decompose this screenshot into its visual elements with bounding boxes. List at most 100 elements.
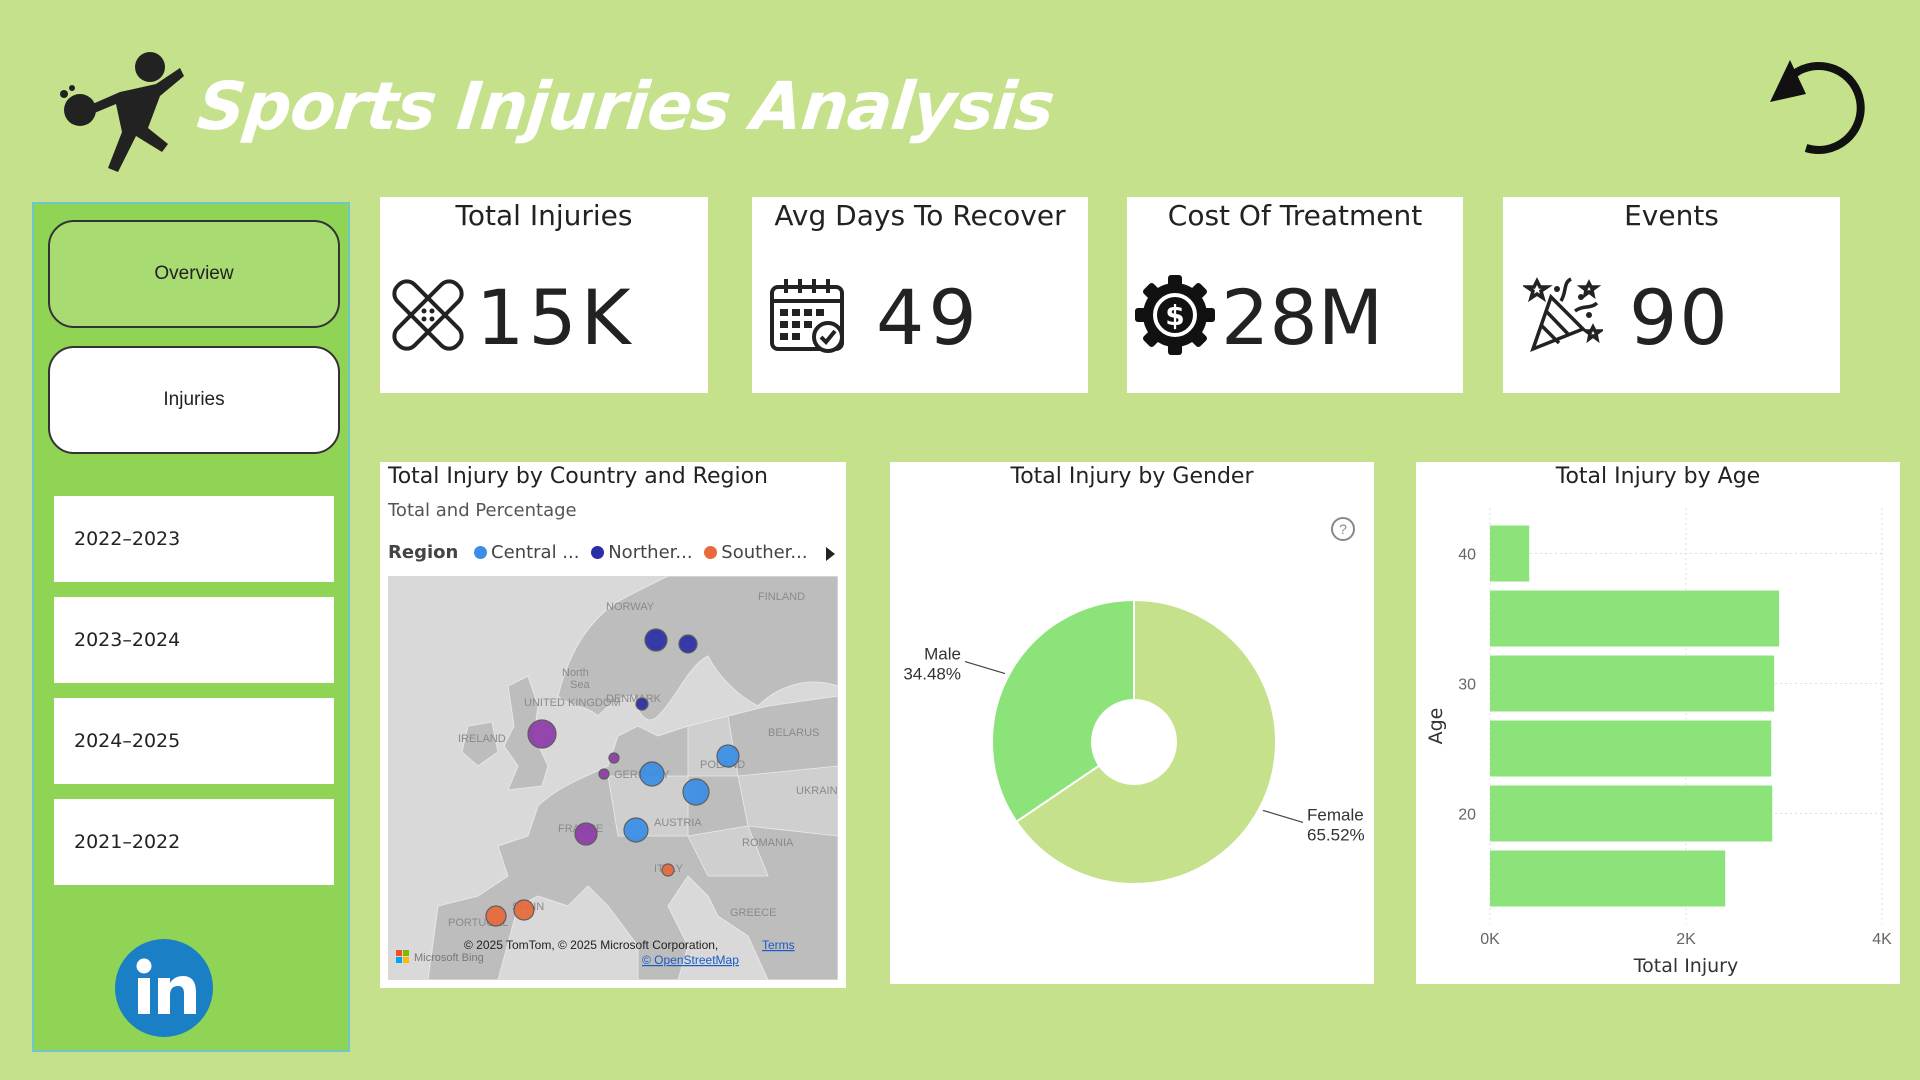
kpi-title: Avg Days To Recover: [774, 199, 1066, 232]
age-bar-20[interactable]: [1490, 785, 1773, 842]
dashboard-title: Sports Injuries Analysis: [193, 68, 1058, 145]
terms-link[interactable]: Terms: [762, 938, 795, 952]
legend-item-northern[interactable]: Norther...: [591, 542, 693, 563]
age-bar-40[interactable]: [1490, 525, 1530, 582]
reset-icon[interactable]: [1762, 52, 1874, 156]
kpi-value: 90: [1629, 273, 1730, 362]
age-bar-chart[interactable]: 0K 2K 4K 40 30 20 Total Injury Age: [1416, 462, 1900, 984]
europe-map[interactable]: FINLAND NORWAY North Sea DENMARK UNITED …: [388, 576, 838, 980]
map-bubble: [608, 752, 620, 764]
kpi-title: Cost Of Treatment: [1167, 199, 1423, 232]
legend-next-arrow-icon[interactable]: [824, 546, 836, 562]
bing-label: Microsoft Bing: [414, 952, 484, 964]
map-legend: Region Central ... Norther... Souther...: [388, 542, 808, 563]
kpi-title: Events: [1624, 199, 1719, 232]
age-bar-25[interactable]: [1490, 720, 1772, 777]
map-label-ireland: IRELAND: [458, 733, 506, 745]
x-tick-label: 4K: [1872, 931, 1892, 948]
kpi-value: 15K: [476, 273, 635, 362]
ireland-land: [461, 721, 499, 767]
map-bubble: [485, 905, 507, 927]
season-2021-2022-button[interactable]: 2021–2022: [54, 799, 334, 885]
map-label-greece: GREECE: [730, 907, 776, 919]
season-2023-2024-button[interactable]: 2023–2024: [54, 597, 334, 683]
map-bubble: [513, 899, 535, 921]
y-tick-label: 30: [1458, 677, 1476, 694]
pie-pct-male: 34.48%: [903, 665, 961, 684]
x-tick-label: 0K: [1480, 931, 1500, 948]
season-2024-2025-button[interactable]: 2024–2025: [54, 698, 334, 784]
map-label-north-sea-2: Sea: [570, 679, 590, 691]
y-tick-label: 40: [1458, 547, 1476, 564]
pie-slice-female[interactable]: [1015, 598, 1277, 885]
map-bubble: [661, 863, 675, 877]
svg-text:?: ?: [1339, 521, 1347, 537]
party-popper-icon: [1523, 277, 1603, 353]
scandinavia-land: [557, 576, 838, 721]
pie-leader-line-female: [1262, 809, 1304, 823]
bandage-icon: [392, 279, 464, 351]
gender-title: Total Injury by Gender: [1010, 464, 1254, 489]
map-bubble: [682, 778, 710, 806]
map-subtitle: Total and Percentage: [388, 500, 577, 521]
athlete-kick-icon: [60, 52, 184, 172]
calendar-check-icon: [770, 279, 844, 353]
map-bubble: [527, 719, 557, 749]
map-bubble: [574, 822, 598, 846]
map-bubble: [678, 634, 698, 654]
age-bar-30[interactable]: [1490, 655, 1775, 712]
map-label-romania: ROMANIA: [742, 837, 794, 849]
osm-link[interactable]: © OpenStreetMap: [642, 953, 739, 967]
pie-slice-male[interactable]: [991, 598, 1135, 824]
sidebar: Overview Injuries 2022–2023 2023–2024 20…: [32, 202, 350, 1052]
map-bubble: [598, 768, 610, 780]
kpi-total-injuries: Total Injuries 15K: [380, 197, 708, 393]
map-panel: Total Injury by Country and Region Total…: [380, 462, 846, 988]
legend-item-southern[interactable]: Souther...: [704, 542, 808, 563]
svg-text:$: $: [1165, 299, 1184, 332]
age-panel: Total Injury by Age 0K 2K 4K 40 30 20 Total In…: [1416, 462, 1900, 984]
y-axis-title: Age: [1425, 708, 1447, 745]
map-label-norway: NORWAY: [606, 601, 655, 613]
linkedin-icon[interactable]: [114, 938, 214, 1038]
y-tick-label: 20: [1458, 807, 1476, 824]
season-2022-2023-button[interactable]: 2022–2023: [54, 496, 334, 582]
kpi-events: Events 90: [1503, 197, 1840, 393]
map-label-finland: FINLAND: [758, 591, 805, 603]
map-bubble: [639, 761, 665, 787]
map-bubble: [644, 628, 668, 652]
map-label-north-sea-1: North: [562, 667, 589, 679]
map-bubble: [623, 817, 649, 843]
map-label-austria: AUSTRIA: [654, 817, 702, 829]
map-attribution: © 2025 TomTom, © 2025 Microsoft Corporat…: [464, 938, 718, 952]
nav-injuries-button[interactable]: Injuries: [48, 346, 340, 454]
nav-overview-button[interactable]: Overview: [48, 220, 340, 328]
help-icon[interactable]: ?: [1330, 516, 1356, 542]
pie-leader-line-male: [964, 661, 1006, 675]
x-tick-label: 2K: [1676, 931, 1696, 948]
map-bubble: [716, 744, 740, 768]
map-title: Total Injury by Country and Region: [388, 464, 768, 489]
legend-item-central[interactable]: Central ...: [474, 542, 579, 563]
map-label-uk: UNITED KINGDOM: [524, 697, 621, 709]
map-label-belarus: BELARUS: [768, 727, 819, 739]
legend-title: Region: [388, 542, 459, 563]
x-axis-title: Total Injury: [1633, 955, 1738, 977]
age-bar-35[interactable]: [1490, 590, 1780, 647]
kpi-avg-days-to-recover: Avg Days To Recover 49: [752, 197, 1088, 393]
map-bubble: [635, 697, 649, 711]
map-label-ukraine: UKRAINE: [796, 785, 838, 797]
age-bar-15[interactable]: [1490, 850, 1726, 907]
pie-label-male: Male: [924, 645, 961, 664]
kpi-title: Total Injuries: [455, 199, 633, 232]
kpi-value: 49: [876, 273, 981, 362]
gender-panel: Total Injury by Gender ? Female 65.52% Mal…: [890, 462, 1374, 984]
pie-pct-female: 65.52%: [1307, 825, 1365, 844]
age-title: Total Injury by Age: [1555, 464, 1761, 489]
bing-logo: [396, 950, 409, 963]
kpi-value: 28M: [1221, 273, 1384, 362]
pie-label-female: Female: [1307, 805, 1364, 824]
dollar-gear-icon: $: [1135, 275, 1215, 355]
kpi-cost-of-treatment: Cost Of Treatment $ 28M: [1127, 197, 1463, 393]
